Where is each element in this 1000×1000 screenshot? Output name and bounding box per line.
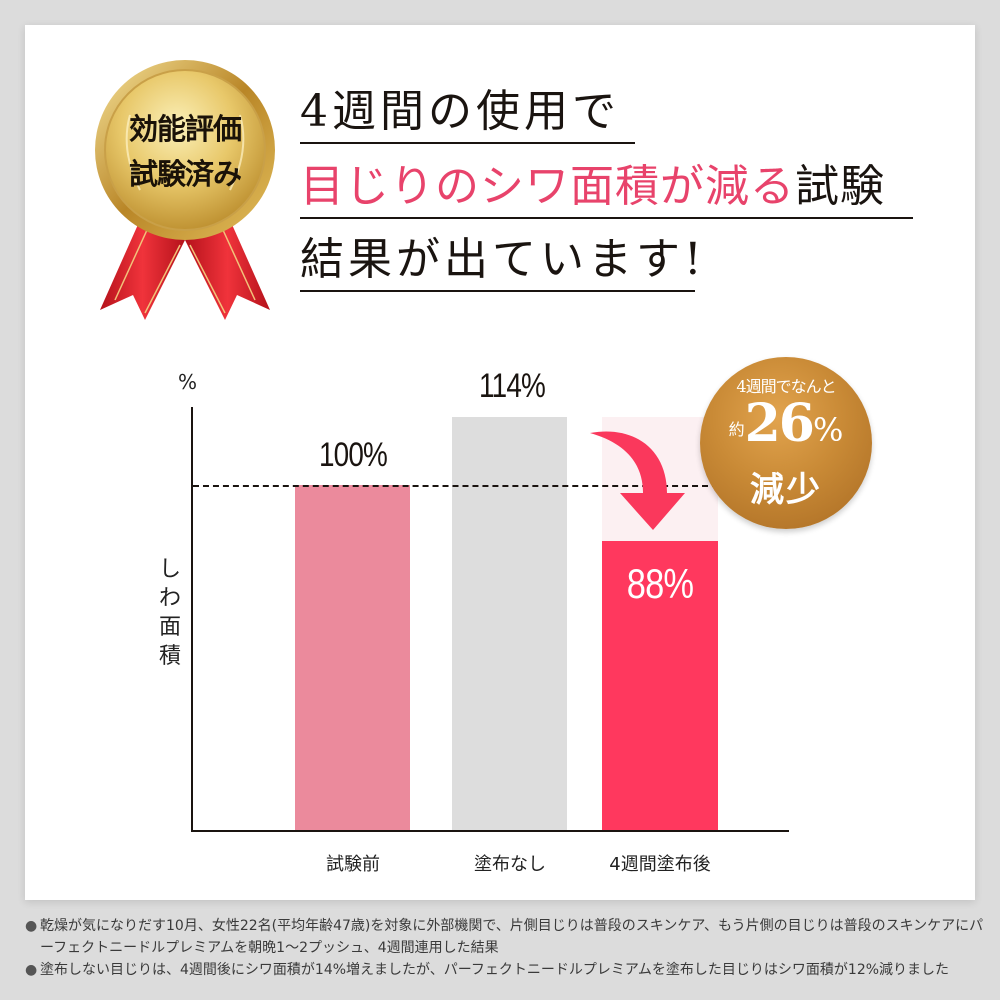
headline-line-2-rest: 試験 [795,161,885,212]
x-tick-no-application: 塗布なし [474,854,546,875]
footnote-text: 塗布しない目じりは、4週間後にシワ面積が14%増えましたが、パーフェクトニードル… [40,962,950,978]
footnote: ● 乾燥が気になりだす10月、女性22名(平均年齢47歳)を対象に外部機関で、片… [25,915,985,959]
badge-number-row: 約26% [700,393,872,454]
medal-line-1: 効能評価 [128,112,242,146]
reduction-badge: 4週間でなんと 約26% 減少 [700,357,872,529]
y-label-char: わ [158,586,181,611]
badge-top-text: 4週間でなんと [736,377,836,396]
y-label-char: 面 [158,615,181,640]
footnote-text: 乾燥が気になりだす10月、女性22名(平均年齢47歳)を対象に外部機関で、片側目… [40,918,984,956]
x-axis [191,830,789,832]
headline-highlight: 目じりのシワ面積が減る [300,161,795,212]
bar-value-after: 88% [626,560,694,607]
footnotes: ● 乾燥が気になりだす10月、女性22名(平均年齢47歳)を対象に外部機関で、片… [25,915,985,981]
headline-line-1: 4週間の使用で [300,82,635,144]
bar-before-test [295,485,410,830]
bar-value-before: 100% [318,436,388,474]
bar-no-application [452,417,567,830]
x-tick-after: 4週間塗布後 [609,854,711,875]
medal-badge: 効能評価 試験済み [85,55,285,325]
curved-down-arrow-icon [590,431,685,530]
y-axis-label: し わ 面 積 [155,555,185,671]
y-axis-unit: % [178,370,198,394]
footnote: ● 塗布しない目じりは、4週間後にシワ面積が14%増えましたが、パーフェクトニー… [25,959,985,981]
bullet-icon: ● [25,962,38,978]
x-tick-before: 試験前 [326,854,380,875]
medal-text: 効能評価 試験済み [85,107,285,197]
medal-line-2: 試験済み [128,157,242,191]
headline-line-3: 結果が出ています! [300,230,702,292]
headline-line-2: 目じりのシワ面積が減る試験 [300,157,913,219]
y-axis [191,407,193,832]
bullet-icon: ● [25,918,38,934]
bar-value-no-application: 114% [479,367,546,405]
y-label-char: 積 [158,644,181,669]
bar-after-4-weeks [602,541,718,830]
bar-chart: % し わ 面 積 100% 114% 88% 試験前 塗布なし 4週間塗布後 [155,367,789,875]
y-label-char: し [158,557,181,582]
reference-line-100 [193,485,718,487]
gold-medal-with-red-ribbon-icon [95,60,275,320]
badge-bottom-text: 減少 [750,470,822,510]
badge-number: 26 [744,393,815,454]
badge-unit: % [812,411,844,449]
badge-prefix: 約 [728,420,745,439]
